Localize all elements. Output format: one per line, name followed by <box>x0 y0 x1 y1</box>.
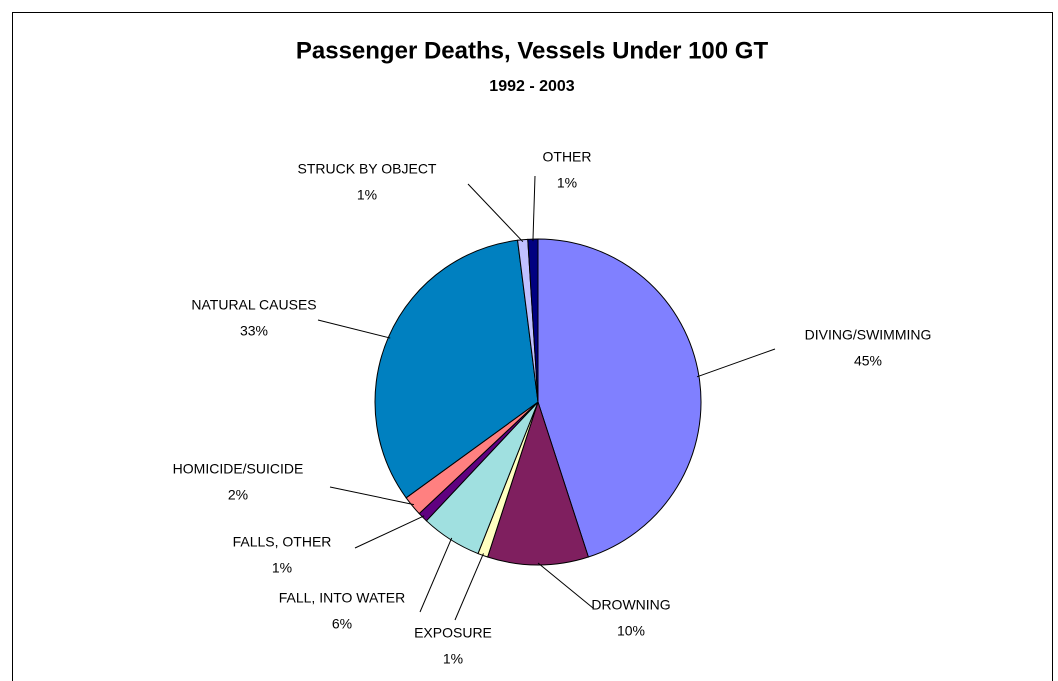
slice-value-label: 33% <box>240 323 268 339</box>
leader-line <box>537 562 594 609</box>
slice-value-label: 2% <box>228 487 248 503</box>
chart-title: Passenger Deaths, Vessels Under 100 GT <box>296 37 769 64</box>
leader-line <box>317 319 391 339</box>
slice-value-label: 6% <box>332 616 352 632</box>
slice-value-label: 1% <box>357 187 377 203</box>
slice-value-label: 45% <box>854 353 882 369</box>
leader-line <box>354 515 425 549</box>
slice-value-label: 1% <box>557 175 577 191</box>
leader-line <box>329 486 415 506</box>
slice-value-label: 10% <box>617 623 645 639</box>
slice-label: HOMICIDE/SUICIDE <box>173 461 304 477</box>
leader-line <box>467 183 524 243</box>
leader-line <box>454 553 484 621</box>
leader-line <box>419 537 453 613</box>
leader-line <box>532 175 536 242</box>
slice-label: FALLS, OTHER <box>233 534 332 550</box>
slice-label: NATURAL CAUSES <box>191 297 316 313</box>
slice-label: DIVING/SWIMMING <box>805 327 932 343</box>
slice-value-label: 1% <box>443 651 463 667</box>
slice-value-label: 1% <box>272 560 292 576</box>
leader-line <box>696 348 776 378</box>
slice-label: OTHER <box>543 149 592 165</box>
chart-subtitle: 1992 - 2003 <box>489 78 575 95</box>
pie-slice <box>486 400 590 566</box>
slice-label: STRUCK BY OBJECT <box>298 161 437 177</box>
slice-label: FALL, INTO WATER <box>279 590 406 606</box>
slice-label: DROWNING <box>591 597 670 613</box>
slice-label: EXPOSURE <box>414 625 492 641</box>
